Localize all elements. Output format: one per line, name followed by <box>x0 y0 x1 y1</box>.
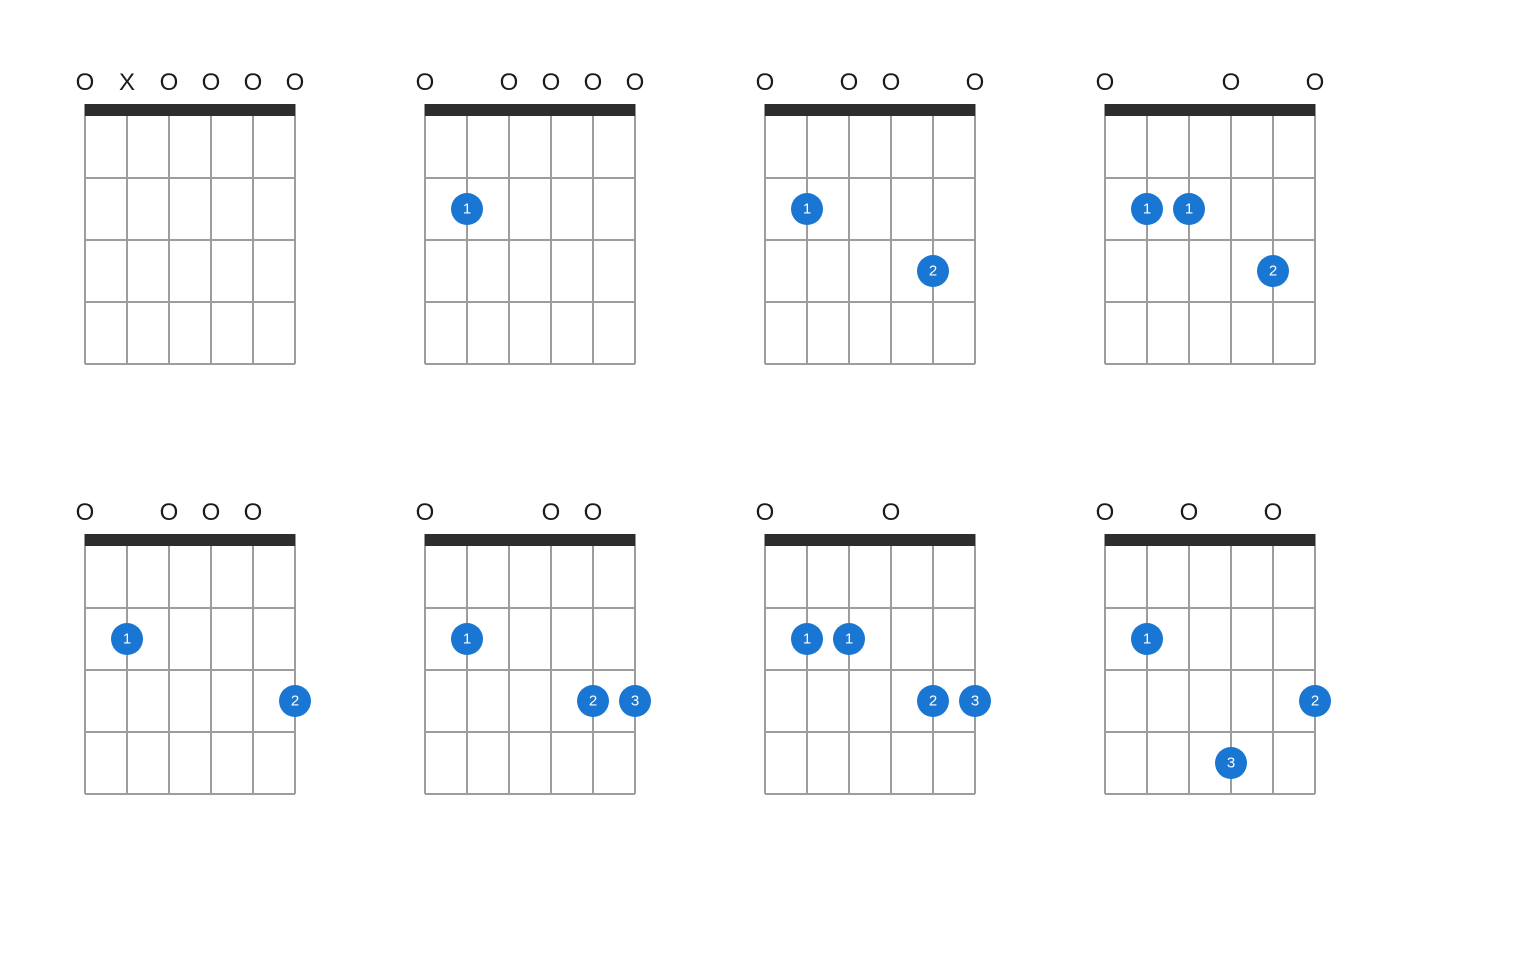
open-marker: O <box>160 70 179 96</box>
open-marker: O <box>1096 500 1115 526</box>
open-marker: O <box>202 70 221 96</box>
open-marker: O <box>244 500 263 526</box>
open-marker: O <box>840 70 859 96</box>
finger-dot-label: 2 <box>291 693 299 710</box>
chord-3: OOOO12 <box>745 70 995 389</box>
finger-dot-label: 1 <box>1143 201 1151 218</box>
open-marker: O <box>584 500 603 526</box>
finger-dot-label: 3 <box>971 693 979 710</box>
finger-dot-label: 2 <box>589 693 597 710</box>
finger-dot-label: 2 <box>929 693 937 710</box>
chord-2: OOOOO1 <box>405 70 655 389</box>
nut <box>425 534 636 546</box>
finger-dot-label: 3 <box>631 693 639 710</box>
open-marker: O <box>1180 500 1199 526</box>
open-marker: O <box>76 500 95 526</box>
chord-diagram: O O O 1 1 2 <box>1085 70 1335 384</box>
finger-dot-label: 3 <box>1227 755 1235 772</box>
finger-dot-label: 1 <box>803 201 811 218</box>
chord-diagram: OOOOO1 <box>405 70 655 384</box>
open-marker: O <box>244 70 263 96</box>
open-marker: O <box>76 70 95 96</box>
chord-diagram: OOO123 <box>405 500 655 814</box>
chord-7: O O 1 1 2 3 <box>745 500 995 819</box>
nut <box>425 104 636 116</box>
chord-diagram-grid: OXOOOOOOOOO1OOOO12OOO112OOOO12OOO123OO11… <box>0 0 1536 960</box>
finger-dot-label: 2 <box>1269 263 1277 280</box>
nut <box>85 534 296 546</box>
open-marker: O <box>756 500 775 526</box>
finger-dot-label: 1 <box>845 631 853 648</box>
open-marker: O <box>286 70 305 96</box>
chord-diagram: O O 1 1 2 3 <box>745 500 995 814</box>
finger-dot-label: 1 <box>463 631 471 648</box>
chord-5: OOOO12 <box>65 500 315 819</box>
open-marker: O <box>542 70 561 96</box>
chord-8: O O O 1 2 3 <box>1085 500 1335 819</box>
chord-diagram: OOOO12 <box>65 500 315 814</box>
open-marker: O <box>416 500 435 526</box>
finger-dot-label: 1 <box>123 631 131 648</box>
open-marker: O <box>584 70 603 96</box>
open-marker: O <box>966 70 985 96</box>
open-marker: O <box>626 70 645 96</box>
open-marker: O <box>882 70 901 96</box>
open-marker: O <box>202 500 221 526</box>
open-marker: O <box>416 70 435 96</box>
finger-dot-label: 2 <box>1311 693 1319 710</box>
open-marker: O <box>756 70 775 96</box>
chord-diagram: OOOO12 <box>745 70 995 384</box>
open-marker: O <box>1306 70 1325 96</box>
open-marker: O <box>1096 70 1115 96</box>
open-marker: O <box>1222 70 1241 96</box>
open-marker: O <box>882 500 901 526</box>
nut <box>85 104 296 116</box>
open-marker: O <box>160 500 179 526</box>
nut <box>765 104 976 116</box>
chord-4: O O O 1 1 2 <box>1085 70 1335 389</box>
open-marker: O <box>542 500 561 526</box>
finger-dot-label: 1 <box>1143 631 1151 648</box>
chord-1: OXOOOO <box>65 70 315 389</box>
nut <box>1105 104 1316 116</box>
nut <box>1105 534 1316 546</box>
chord-diagram: O O O 1 2 3 <box>1085 500 1335 814</box>
finger-dot-label: 1 <box>463 201 471 218</box>
nut <box>765 534 976 546</box>
open-marker: O <box>500 70 519 96</box>
chord-6: OOO123 <box>405 500 655 819</box>
mute-marker: X <box>119 70 135 96</box>
finger-dot-label: 2 <box>929 263 937 280</box>
chord-diagram: OXOOOO <box>65 70 315 384</box>
finger-dot-label: 1 <box>803 631 811 648</box>
open-marker: O <box>1264 500 1283 526</box>
finger-dot-label: 1 <box>1185 201 1193 218</box>
